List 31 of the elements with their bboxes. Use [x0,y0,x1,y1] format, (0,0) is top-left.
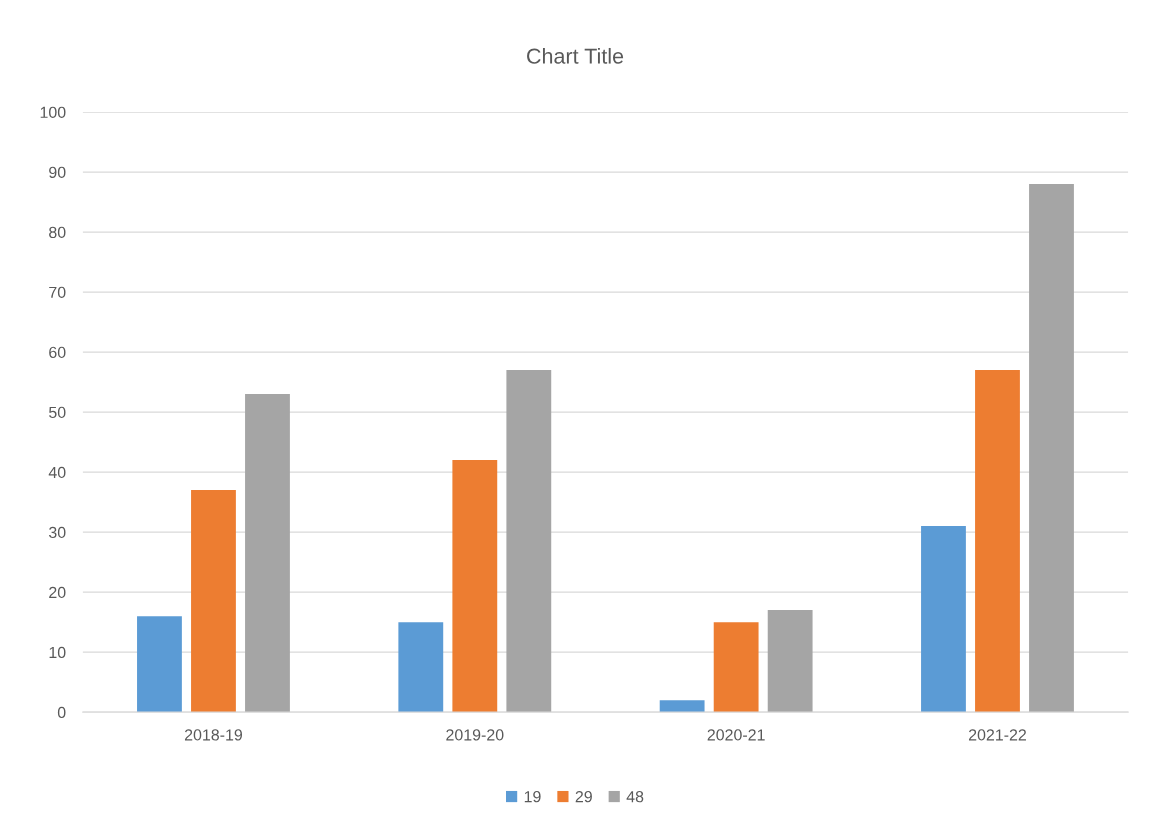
bar [659,700,705,713]
x-tick-label: 2020-21 [707,729,765,741]
bar [137,616,182,713]
bar [975,370,1020,713]
bar [921,526,966,713]
bar [245,394,290,713]
y-tick-label: 100 [40,106,66,118]
y-tick-label: 40 [48,466,66,479]
legend-label: 19 [524,790,541,803]
bar [506,370,552,713]
y-tick-label: 70 [49,286,66,299]
bar [1029,184,1074,713]
bar [452,460,498,713]
y-tick-label: 60 [49,346,66,359]
x-tick-label: 2021-22 [968,729,1026,741]
legend-label: 29 [575,790,592,803]
x-tick-label: 2018-19 [184,729,243,741]
bar [398,622,444,713]
bar [767,610,813,713]
legend-label: 48 [626,790,644,803]
bar [713,622,759,713]
x-tick-label: 2019-20 [446,729,504,741]
y-tick-label: 0 [57,706,66,719]
y-tick-label: 20 [49,586,66,599]
y-tick-label: 30 [48,526,66,539]
y-tick-label: 80 [49,226,66,239]
y-tick-label: 50 [49,406,66,419]
bar [191,490,236,713]
y-tick-label: 10 [49,646,66,659]
y-tick-label: 90 [49,166,66,178]
chart-title: Chart Title [527,47,624,64]
